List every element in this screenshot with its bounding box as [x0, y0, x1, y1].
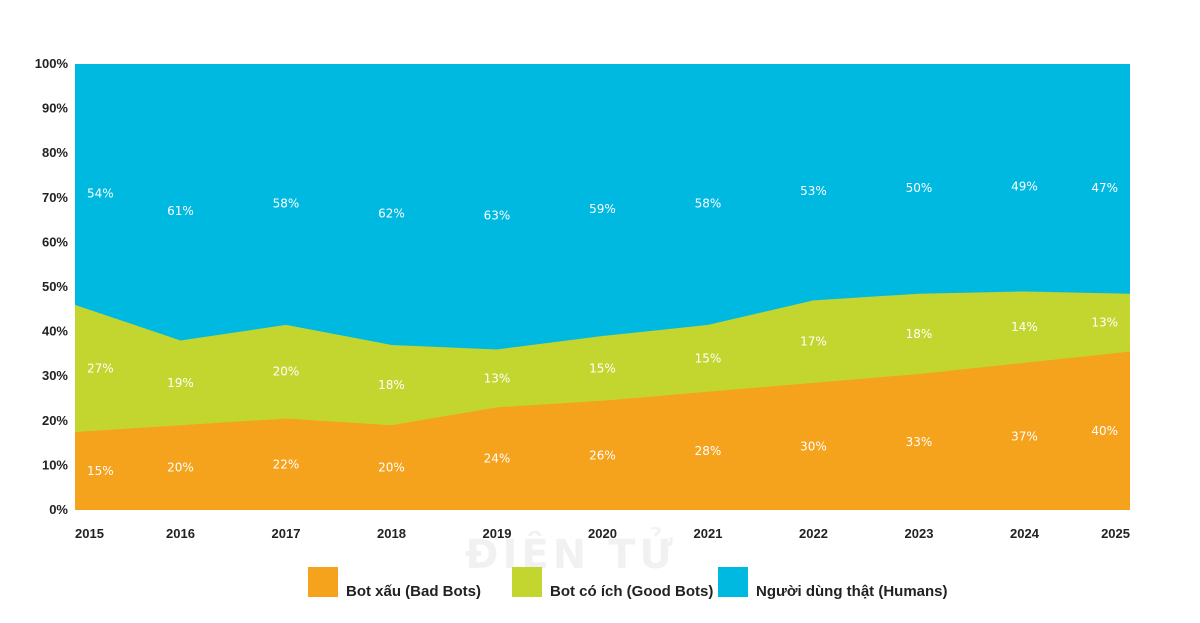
data-label-nguoi-dung-that-humans: 47% [1091, 181, 1118, 195]
legend-label-bot-co-ich-good-bots: Bot có ích (Good Bots) [550, 583, 713, 600]
data-label-nguoi-dung-that-humans: 54% [87, 186, 114, 200]
x-tick-label: 2025 [1101, 526, 1130, 541]
data-label-bot-co-ich-good-bots: 15% [695, 351, 722, 365]
y-tick-label: 60% [42, 234, 68, 249]
x-tick-label: 2022 [799, 526, 828, 541]
data-label-bot-co-ich-good-bots: 18% [378, 378, 405, 392]
y-tick-label: 20% [42, 413, 68, 428]
data-label-bot-co-ich-good-bots: 14% [1011, 320, 1038, 334]
data-label-bot-xau-bad-bots: 22% [273, 457, 300, 471]
legend-label-nguoi-dung-that-humans: Người dùng thật (Humans) [756, 583, 948, 600]
data-label-nguoi-dung-that-humans: 58% [273, 196, 300, 210]
x-axis-ticks: 2015 2016 2017 2018 2019 2020 2021 2022 2023 2024… [75, 526, 1130, 541]
chart-areas [75, 64, 1130, 510]
y-tick-label: 80% [42, 145, 68, 160]
y-tick-label: 10% [42, 457, 68, 472]
x-tick-label: 2018 [377, 526, 406, 541]
data-label-bot-xau-bad-bots: 30% [800, 439, 827, 453]
data-label-nguoi-dung-that-humans: 62% [378, 206, 405, 220]
y-tick-label: 0% [49, 502, 68, 517]
data-label-bot-co-ich-good-bots: 20% [273, 365, 300, 379]
x-tick-label: 2019 [483, 526, 512, 541]
data-label-nguoi-dung-that-humans: 49% [1011, 180, 1038, 194]
data-label-nguoi-dung-that-humans: 59% [589, 202, 616, 216]
data-label-bot-co-ich-good-bots: 27% [87, 361, 114, 375]
data-label-nguoi-dung-that-humans: 53% [800, 184, 827, 198]
data-label-bot-xau-bad-bots: 20% [167, 461, 194, 475]
y-tick-label: 100% [35, 56, 69, 71]
data-label-bot-xau-bad-bots: 28% [695, 444, 722, 458]
data-label-bot-xau-bad-bots: 37% [1011, 429, 1038, 443]
data-label-bot-xau-bad-bots: 15% [87, 464, 114, 478]
data-label-nguoi-dung-that-humans: 50% [906, 181, 933, 195]
legend-swatch-nguoi-dung-that-humans [718, 567, 748, 597]
y-tick-label: 90% [42, 101, 68, 116]
x-tick-label: 2020 [588, 526, 617, 541]
data-label-bot-xau-bad-bots: 26% [589, 448, 616, 462]
x-tick-label: 2017 [272, 526, 301, 541]
data-label-bot-xau-bad-bots: 40% [1091, 424, 1118, 438]
x-tick-label: 2015 [75, 526, 104, 541]
legend: Bot xấu (Bad Bots) Bot có ích (Good Bots)… [308, 567, 948, 600]
area-bot-xau-bad-bots [75, 351, 1130, 510]
x-tick-label: 2016 [166, 526, 195, 541]
data-label-bot-co-ich-good-bots: 13% [484, 371, 511, 385]
y-axis-ticks: 0% 10% 20% 30% 40% 50% 60% 70% 80% 90% 100% [35, 56, 69, 517]
y-tick-label: 70% [42, 190, 68, 205]
y-tick-label: 50% [42, 279, 68, 294]
data-label-bot-xau-bad-bots: 24% [484, 452, 511, 466]
data-label-bot-xau-bad-bots: 20% [378, 461, 405, 475]
data-label-bot-co-ich-good-bots: 17% [800, 335, 827, 349]
data-label-bot-co-ich-good-bots: 18% [906, 327, 933, 341]
legend-swatch-bot-xau-bad-bots [308, 567, 338, 597]
legend-swatch-bot-co-ich-good-bots [512, 567, 542, 597]
data-label-bot-co-ich-good-bots: 15% [589, 361, 616, 375]
data-label-nguoi-dung-that-humans: 58% [695, 196, 722, 210]
x-tick-label: 2024 [1010, 526, 1040, 541]
legend-label-bot-xau-bad-bots: Bot xấu (Bad Bots) [346, 583, 481, 600]
y-tick-label: 40% [42, 324, 68, 339]
watermark-text: ĐIỆN TỬ [465, 525, 677, 578]
data-labels: 15% 20% 22% 20% 24% 26% 28% 30% 33% 37% 40% 27% 19% 2… [87, 180, 1118, 478]
data-label-nguoi-dung-that-humans: 61% [167, 204, 194, 218]
x-tick-label: 2021 [694, 526, 723, 541]
data-label-bot-co-ich-good-bots: 13% [1091, 316, 1118, 330]
data-label-nguoi-dung-that-humans: 63% [484, 209, 511, 223]
data-label-bot-xau-bad-bots: 33% [906, 435, 933, 449]
x-tick-label: 2023 [905, 526, 934, 541]
data-label-bot-co-ich-good-bots: 19% [167, 376, 194, 390]
y-tick-label: 30% [42, 368, 68, 383]
